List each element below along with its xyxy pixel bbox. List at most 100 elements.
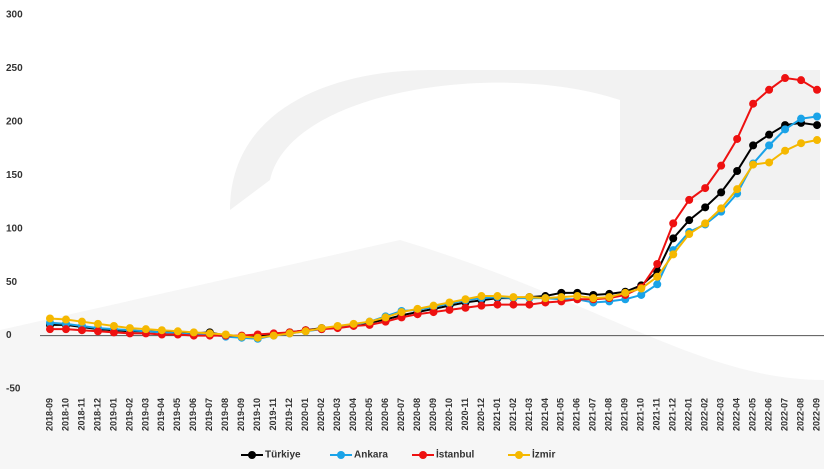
x-tick-label: 2021-04 bbox=[540, 398, 550, 431]
point bbox=[653, 259, 662, 268]
x-tick-label: 2021-07 bbox=[588, 398, 598, 431]
point bbox=[429, 308, 438, 317]
legend-marker bbox=[515, 451, 523, 459]
point bbox=[285, 329, 294, 338]
x-tick-label: 2019-02 bbox=[124, 398, 134, 431]
point bbox=[813, 112, 822, 121]
point bbox=[797, 114, 806, 123]
point bbox=[157, 326, 166, 335]
x-tick-label: 2022-07 bbox=[779, 398, 789, 431]
x-tick-label: 2018-11 bbox=[76, 398, 86, 431]
x-tick-label: 2018-10 bbox=[60, 398, 70, 431]
legend-label: İstanbul bbox=[436, 448, 475, 461]
point bbox=[749, 99, 758, 108]
x-tick-label: 2019-11 bbox=[268, 398, 278, 431]
y-tick-label: 200 bbox=[6, 116, 23, 127]
point bbox=[301, 327, 310, 336]
point bbox=[93, 327, 102, 336]
y-tick-label: 150 bbox=[6, 170, 23, 181]
point bbox=[781, 74, 790, 83]
point bbox=[237, 332, 246, 341]
point bbox=[813, 121, 822, 130]
point bbox=[813, 85, 822, 94]
point bbox=[653, 272, 662, 281]
point bbox=[765, 141, 774, 150]
point bbox=[637, 290, 646, 299]
point bbox=[573, 292, 582, 301]
x-tick-label: 2021-09 bbox=[620, 398, 630, 431]
point bbox=[461, 303, 470, 312]
point bbox=[477, 301, 486, 310]
x-tick-label: 2021-01 bbox=[492, 398, 502, 431]
point bbox=[141, 325, 150, 334]
x-tick-label: 2020-10 bbox=[444, 398, 454, 431]
point bbox=[509, 300, 518, 309]
x-tick-label: 2020-03 bbox=[332, 398, 342, 431]
y-tick-label: 100 bbox=[6, 223, 23, 234]
point bbox=[637, 284, 646, 293]
point bbox=[445, 298, 454, 307]
y-tick-label: -50 bbox=[6, 384, 21, 395]
point bbox=[733, 185, 742, 194]
x-tick-label: 2019-12 bbox=[284, 398, 294, 431]
x-tick-label: 2019-03 bbox=[140, 398, 150, 431]
x-tick-label: 2020-07 bbox=[396, 398, 406, 431]
x-tick-label: 2020-06 bbox=[380, 398, 390, 431]
point bbox=[557, 293, 566, 302]
point bbox=[93, 319, 102, 328]
point bbox=[46, 314, 54, 323]
point bbox=[205, 329, 214, 338]
point bbox=[413, 304, 422, 313]
point bbox=[109, 321, 118, 330]
point bbox=[269, 331, 278, 340]
point bbox=[701, 184, 710, 193]
point bbox=[685, 230, 694, 239]
point bbox=[701, 203, 710, 212]
x-tick-label: 2022-09 bbox=[811, 398, 821, 431]
point bbox=[461, 295, 470, 304]
x-tick-label: 2020-11 bbox=[460, 398, 470, 431]
x-tick-label: 2018-12 bbox=[92, 398, 102, 431]
legend-label: Türkiye bbox=[265, 450, 301, 461]
x-tick-label: 2021-11 bbox=[652, 398, 662, 431]
point bbox=[685, 195, 694, 204]
point bbox=[525, 300, 534, 309]
point bbox=[493, 292, 502, 301]
point bbox=[669, 234, 678, 243]
point bbox=[349, 319, 358, 328]
x-tick-label: 2022-08 bbox=[795, 398, 805, 431]
point bbox=[221, 330, 230, 339]
legend-marker bbox=[248, 451, 256, 459]
x-tick-label: 2022-01 bbox=[684, 398, 694, 431]
x-tick-label: 2021-02 bbox=[508, 398, 518, 431]
x-tick-label: 2018-09 bbox=[44, 398, 54, 431]
x-tick-label: 2021-08 bbox=[604, 398, 614, 431]
x-tick-label: 2019-09 bbox=[236, 398, 246, 431]
point bbox=[781, 125, 790, 134]
point bbox=[669, 250, 678, 259]
point bbox=[813, 136, 822, 145]
x-tick-label: 2019-05 bbox=[172, 398, 182, 431]
y-tick-label: 0 bbox=[6, 330, 12, 341]
point bbox=[765, 158, 774, 167]
x-tick-label: 2020-08 bbox=[412, 398, 422, 431]
x-tick-label: 2020-05 bbox=[364, 398, 374, 431]
point bbox=[749, 141, 758, 150]
x-tick-label: 2022-06 bbox=[763, 398, 773, 431]
x-tick-label: 2019-01 bbox=[108, 398, 118, 431]
point bbox=[669, 219, 678, 228]
point bbox=[109, 328, 118, 337]
point bbox=[621, 288, 630, 297]
point bbox=[77, 317, 86, 326]
legend-marker bbox=[337, 451, 345, 459]
point bbox=[797, 76, 806, 85]
point bbox=[189, 328, 198, 337]
point bbox=[317, 324, 326, 333]
point bbox=[749, 160, 758, 169]
x-tick-label: 2021-12 bbox=[668, 398, 678, 431]
point bbox=[733, 167, 742, 176]
point bbox=[605, 293, 614, 302]
x-tick-label: 2020-12 bbox=[476, 398, 486, 431]
x-tick-label: 2022-05 bbox=[747, 398, 757, 431]
